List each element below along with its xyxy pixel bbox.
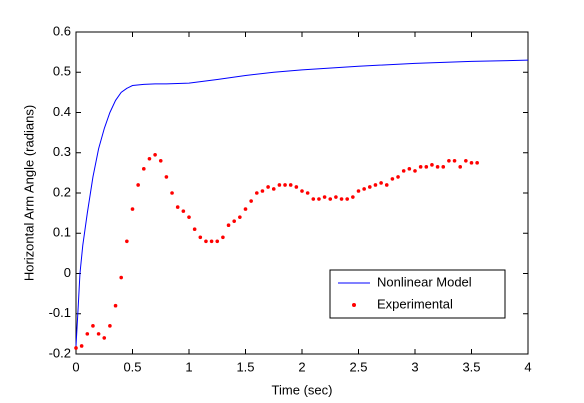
data-point	[226, 223, 231, 227]
x-tick-label: 2.5	[349, 359, 367, 374]
y-tick-label: 0	[64, 265, 71, 280]
data-point	[232, 219, 236, 223]
legend: Nonlinear Model Experimental	[329, 269, 506, 319]
data-point	[254, 191, 259, 195]
data-point	[441, 165, 446, 169]
legend-label: Nonlinear Model	[377, 274, 472, 289]
data-point	[311, 197, 316, 201]
data-point	[142, 167, 146, 171]
data-point	[96, 332, 101, 336]
data-point	[379, 181, 383, 185]
data-point	[243, 207, 248, 211]
data-point	[430, 163, 434, 167]
data-point	[283, 183, 287, 187]
data-point	[368, 185, 372, 189]
data-point	[469, 161, 474, 165]
data-point	[91, 324, 95, 328]
data-point	[74, 346, 78, 350]
data-point	[209, 239, 214, 244]
data-point	[413, 169, 417, 173]
data-point	[136, 183, 140, 187]
data-point	[396, 175, 400, 179]
data-point	[452, 159, 457, 163]
data-point	[266, 185, 270, 189]
data-point	[356, 189, 361, 193]
data-point	[334, 195, 338, 199]
data-point	[300, 189, 304, 193]
y-tick-label: 0.1	[53, 225, 71, 240]
data-point	[458, 165, 463, 169]
data-point	[305, 191, 310, 195]
data-point	[198, 235, 203, 240]
data-point	[119, 275, 123, 280]
x-tick-label: 3.5	[462, 359, 480, 374]
data-point	[424, 165, 429, 169]
data-point	[170, 191, 174, 195]
x-tick-label: 1	[185, 359, 192, 374]
y-tick-label: 0.5	[53, 64, 71, 79]
data-point	[181, 209, 186, 213]
data-point	[125, 239, 129, 244]
data-point	[147, 156, 152, 161]
data-point	[175, 205, 180, 209]
data-point	[187, 215, 191, 219]
data-point	[79, 344, 84, 348]
data-point	[130, 207, 135, 211]
data-point	[164, 175, 169, 179]
legend-swatch	[352, 303, 356, 307]
x-tick-label: 3	[411, 359, 418, 374]
y-tick-label: 0.2	[53, 184, 71, 199]
legend-box	[329, 269, 506, 319]
data-point	[260, 189, 265, 193]
data-point	[271, 187, 276, 191]
data-point	[407, 167, 412, 171]
data-point	[249, 199, 253, 203]
y-tick-label: -0.2	[49, 345, 71, 360]
data-point	[390, 177, 395, 181]
x-tick-label: 0.5	[123, 359, 141, 374]
data-point	[221, 235, 225, 240]
data-point	[418, 165, 423, 169]
y-axis-label: Horizontal Arm Angle (radians)	[21, 105, 36, 281]
data-point	[158, 159, 163, 163]
x-axis-label: Time (sec)	[272, 382, 333, 397]
data-point	[475, 161, 479, 165]
x-tick-label: 2	[298, 359, 305, 374]
data-point	[464, 159, 468, 163]
data-point	[328, 197, 333, 201]
data-point	[401, 169, 406, 173]
data-point	[351, 195, 355, 199]
data-point	[373, 183, 378, 187]
data-point	[102, 336, 107, 340]
data-point	[113, 303, 118, 308]
data-point	[362, 187, 366, 191]
data-point	[238, 215, 242, 219]
data-point	[215, 239, 220, 244]
data-line	[75, 59, 529, 346]
data-point	[339, 197, 344, 201]
y-tick-label: 0.4	[53, 104, 71, 119]
x-tick-label: 1.5	[236, 359, 254, 374]
data-point	[322, 195, 327, 199]
data-point	[447, 159, 451, 163]
data-point	[435, 165, 440, 169]
data-point	[345, 197, 350, 201]
data-point	[384, 183, 389, 187]
y-tick-label: -0.1	[49, 305, 71, 320]
legend-label: Experimental	[377, 296, 453, 311]
y-tick-label: 0.6	[53, 23, 71, 38]
data-point	[317, 197, 321, 201]
data-point	[192, 227, 197, 232]
data-point	[288, 183, 293, 187]
x-tick-label: 0	[72, 359, 79, 374]
x-tick-label: 4	[524, 359, 531, 374]
data-point	[294, 185, 299, 189]
data-point	[108, 324, 112, 328]
data-point	[204, 239, 208, 244]
data-point	[153, 152, 157, 157]
data-point	[85, 332, 90, 336]
y-tick-label: 0.3	[53, 144, 71, 159]
data-point	[277, 183, 282, 187]
